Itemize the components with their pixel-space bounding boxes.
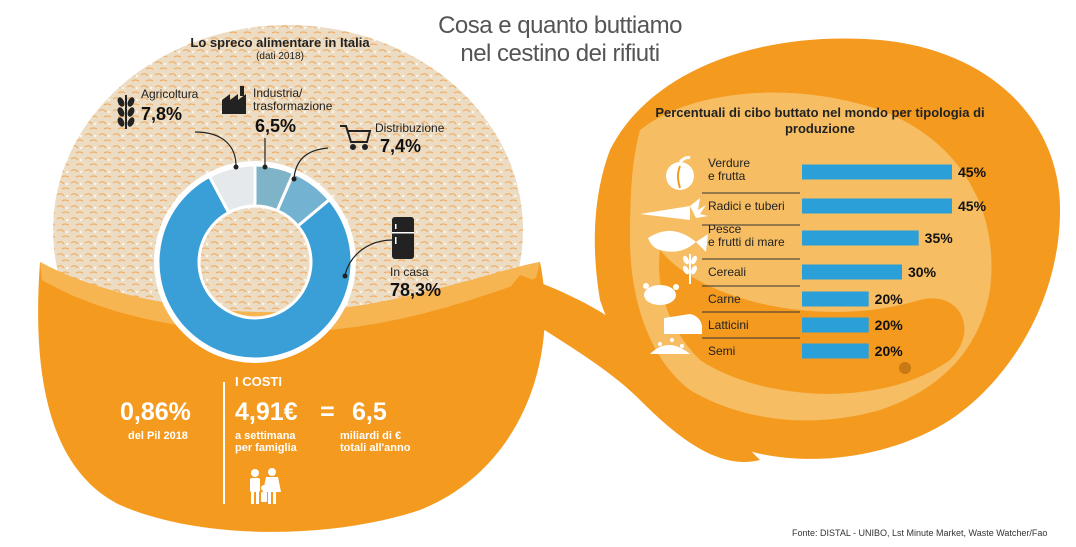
italy-chart-subtitle: (dati 2018)	[256, 51, 304, 62]
bar-value-label: 35%	[925, 230, 954, 246]
wheat-icon	[117, 95, 135, 129]
label-industria: Industria/ trasformazione	[253, 86, 333, 113]
bar-category-label: Radici e tuberi	[708, 199, 785, 213]
bar-value-label: 30%	[908, 264, 937, 280]
leader-dot	[233, 164, 239, 170]
orange-peel-cup	[38, 262, 546, 532]
bar	[802, 230, 919, 246]
pil-value: 0,86%	[120, 398, 191, 426]
bar-category-label: Carne	[708, 292, 741, 306]
seeds-icon	[650, 338, 690, 354]
equals-sign: =	[320, 398, 335, 426]
leader-dot	[291, 176, 297, 182]
bar	[802, 291, 869, 307]
bar-category-label: Pesce e frutti di mare	[708, 222, 785, 249]
bar-value-label: 20%	[875, 343, 904, 359]
carrot-icon	[640, 198, 708, 220]
cart-icon	[340, 125, 372, 150]
world-chart-title: Percentuali di cibo buttato nel mondo pe…	[655, 105, 985, 136]
bar	[802, 264, 902, 280]
leader-distribuzione	[293, 147, 329, 179]
factory-icon	[222, 86, 246, 114]
value-industria: 6,5%	[255, 116, 297, 136]
wheat-icon	[683, 254, 697, 284]
fish-icon	[648, 230, 708, 252]
family-icon	[250, 468, 281, 504]
leader-in-casa	[344, 239, 394, 276]
bar	[802, 198, 952, 214]
bar-value-label: 45%	[958, 164, 987, 180]
cheese-icon	[664, 314, 702, 334]
bar	[802, 317, 869, 333]
label-in-casa: In casa	[390, 265, 429, 279]
leader-dot	[342, 273, 348, 279]
costs-divider	[223, 382, 225, 504]
weekly-value: 4,91€	[235, 398, 298, 426]
pil-label: del Pil 2018	[128, 430, 188, 442]
slice-in-casa	[156, 174, 354, 361]
bar-category-label: Cereali	[708, 265, 746, 279]
value-agricoltura: 7,8%	[141, 104, 183, 124]
italy-chart-title: Lo spreco alimentare in Italia	[190, 35, 370, 50]
bar	[802, 343, 869, 359]
bar	[802, 164, 952, 180]
bar-value-label: 45%	[958, 198, 987, 214]
total-value: 6,5	[352, 398, 387, 426]
value-distribuzione: 7,4%	[380, 136, 422, 156]
weekly-label: a settimana per famiglia	[235, 430, 297, 454]
source-note: Fonte: DISTAL - UNIBO, Lst Minute Market…	[792, 528, 1048, 538]
leader-dot	[262, 164, 268, 170]
bar-category-label: Latticini	[708, 318, 749, 332]
chicken-icon	[643, 283, 679, 305]
peel-rim	[40, 262, 540, 333]
leader-agricoltura	[194, 131, 237, 167]
bar-value-label: 20%	[875, 317, 904, 333]
bar-category-label: Semi	[708, 344, 735, 358]
label-agricoltura: Agricoltura	[141, 87, 199, 101]
fridge-icon	[392, 217, 414, 259]
label-distribuzione: Distribuzione	[375, 121, 445, 135]
costs-heading: I COSTI	[235, 374, 282, 389]
value-in-casa: 78,3%	[390, 280, 442, 300]
apple-icon	[666, 156, 694, 190]
main-title: Cosa e quanto buttiamo nel cestino dei r…	[438, 12, 682, 67]
total-label: miliardi di € totali all'anno	[340, 430, 411, 454]
bar-value-label: 20%	[875, 291, 904, 307]
donut-outline	[154, 161, 356, 363]
bar-category-label: Verdure e frutta	[708, 156, 750, 183]
